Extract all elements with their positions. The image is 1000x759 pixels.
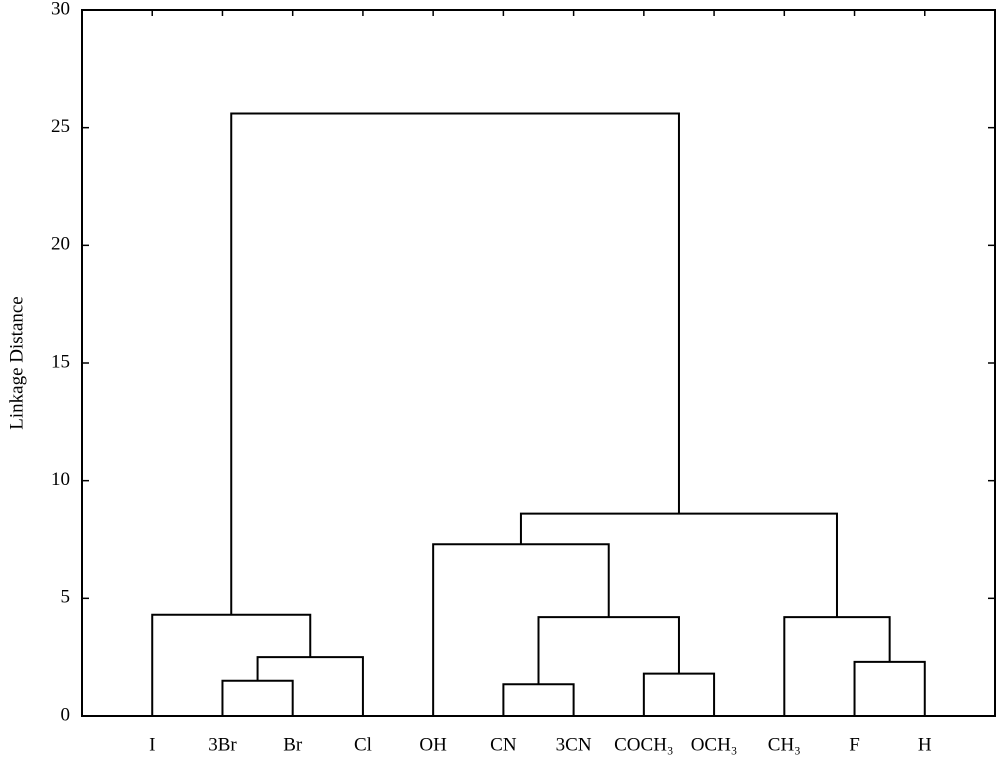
dendrogram-link (853, 660, 926, 716)
leaf-label: 3Br (208, 734, 237, 755)
dendrogram-link (230, 112, 680, 615)
dendrogram-link (502, 683, 575, 716)
y-tick-label: 25 (51, 116, 70, 137)
dendrogram-link (783, 616, 891, 716)
y-tick-label: 30 (51, 0, 70, 19)
dendrogram-link (256, 656, 364, 716)
leaf-label: F (849, 734, 860, 755)
y-axis-label: Linkage Distance (6, 296, 27, 429)
leaf-label: CH₃ (768, 734, 801, 755)
leaf-label: Br (283, 734, 303, 755)
y-tick-label: 0 (61, 704, 71, 725)
leaf-label: I (149, 734, 155, 755)
leaf-label: COCH₃ (614, 734, 673, 755)
y-tick-label: 10 (51, 469, 70, 490)
y-tick-label: 20 (51, 234, 70, 255)
dendrogram-link (432, 543, 610, 716)
plot-frame (81, 9, 996, 717)
leaf-label: CN (490, 734, 517, 755)
dendrogram-link (519, 512, 838, 618)
dendrogram-link (221, 679, 294, 716)
leaf-label: 3CN (556, 734, 592, 755)
leaf-label: H (918, 734, 932, 755)
y-tick-label: 5 (61, 587, 71, 608)
y-tick-label: 15 (51, 351, 70, 372)
leaf-label: Cl (354, 734, 372, 755)
dendrogram-link (642, 672, 716, 716)
leaf-label: OCH₃ (691, 734, 738, 755)
dendrogram-link (151, 613, 312, 716)
leaf-label: OH (419, 734, 447, 755)
